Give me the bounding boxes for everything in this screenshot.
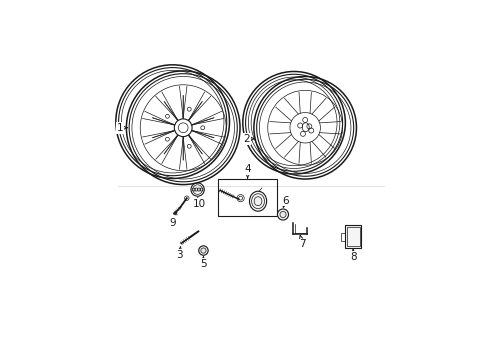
Text: 8: 8 [350, 249, 356, 262]
Text: 9: 9 [170, 211, 177, 228]
Text: 10: 10 [193, 198, 206, 209]
Text: 1: 1 [117, 123, 127, 133]
Ellipse shape [249, 191, 267, 211]
Text: 2: 2 [244, 134, 254, 144]
Bar [347, 227, 360, 246]
Bar [345, 225, 362, 248]
Text: 4: 4 [245, 164, 251, 178]
Text: 7: 7 [299, 235, 306, 249]
Circle shape [277, 209, 289, 220]
Circle shape [199, 246, 208, 255]
Text: 3: 3 [176, 246, 182, 260]
Bar [218, 179, 277, 216]
Bar [342, 233, 345, 241]
Text: 5: 5 [200, 257, 207, 269]
Text: 6: 6 [282, 195, 289, 207]
